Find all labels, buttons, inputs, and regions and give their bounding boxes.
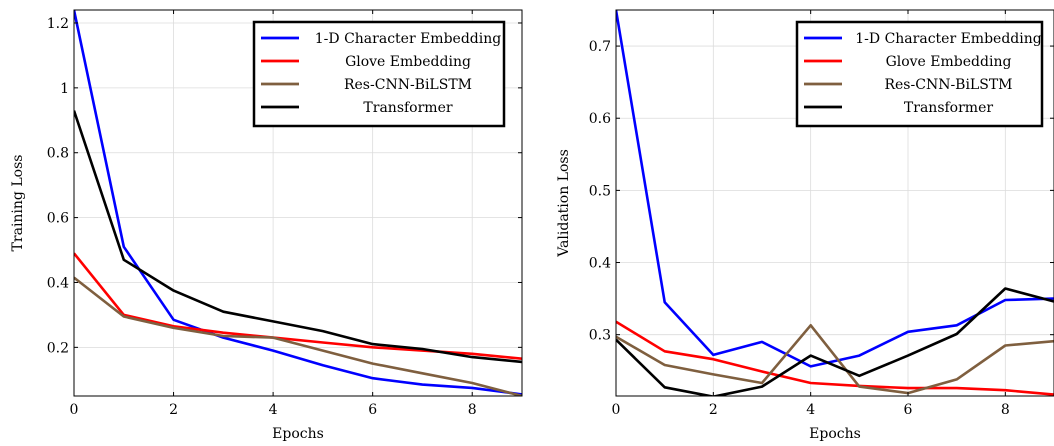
x-tick-label: 4 — [269, 402, 278, 418]
y-tick-label: 0.3 — [589, 328, 611, 344]
y-axis-label: Validation Loss — [556, 149, 572, 258]
series-line-1-d-character-embedding — [74, 10, 522, 396]
legend-label: Glove Embedding — [345, 54, 471, 70]
x-axis-label: Epochs — [272, 426, 324, 442]
legend-label: Res-CNN-BiLSTM — [344, 77, 472, 93]
x-tick-label: 4 — [806, 402, 815, 418]
plot-frame — [73, 9, 523, 397]
x-tick-label: 2 — [709, 402, 718, 418]
legend-label: Glove Embedding — [886, 54, 1012, 70]
x-tick-label: 0 — [70, 402, 79, 418]
x-tick-label: 2 — [169, 402, 178, 418]
legend: 1-D Character Embedding Glove Embedding Re… — [795, 20, 1044, 128]
plot-area — [74, 10, 522, 396]
y-tick-label: 0.4 — [589, 256, 611, 272]
plot-frame — [615, 9, 1054, 397]
legend: 1-D Character Embedding Glove Embedding Re… — [252, 20, 506, 128]
training-loss-chart: 0 2 4 6 8 0.2 0.4 0.6 0.8 1 1.2 Epochs Training Loss… — [10, 9, 523, 442]
x-tick-label: 8 — [1001, 402, 1010, 418]
y-tick-label: 1 — [60, 81, 69, 97]
legend-label: 1-D Character Embedding — [315, 31, 501, 47]
legend-label: Res-CNN-BiLSTM — [884, 77, 1012, 93]
y-tick-label: 1.2 — [47, 16, 69, 32]
y-tick-label: 0.4 — [47, 275, 69, 291]
y-tick-label: 0.5 — [589, 183, 611, 199]
y-axis-label: Training Loss — [10, 155, 26, 252]
legend-label: Transformer — [904, 100, 993, 116]
y-tick-label: 0.8 — [47, 146, 69, 162]
y-tick-label: 0.6 — [47, 211, 69, 227]
series-line-transformer — [616, 287, 1054, 396]
x-tick-label: 6 — [904, 402, 913, 418]
series-line-res-cnn-bilstm — [74, 276, 522, 396]
y-tick-label: 0.7 — [589, 39, 611, 55]
y-tick-label: 0.2 — [47, 340, 69, 356]
validation-loss-chart: 0 2 4 6 8 0.3 0.4 0.5 0.6 0.7 Epochs Validation Los… — [556, 9, 1054, 442]
y-tick-label: 0.6 — [589, 111, 611, 127]
x-tick-label: 6 — [368, 402, 377, 418]
series-line-transformer — [74, 110, 522, 364]
legend-label: Transformer — [363, 100, 452, 116]
x-tick-label: 0 — [612, 402, 621, 418]
plot-area — [616, 10, 1054, 396]
series-line-glove-embedding — [616, 320, 1054, 396]
x-axis-label: Epochs — [809, 426, 861, 442]
x-tick-label: 8 — [468, 402, 477, 418]
series-line-res-cnn-bilstm — [616, 323, 1054, 395]
legend-label: 1-D Character Embedding — [855, 31, 1041, 47]
